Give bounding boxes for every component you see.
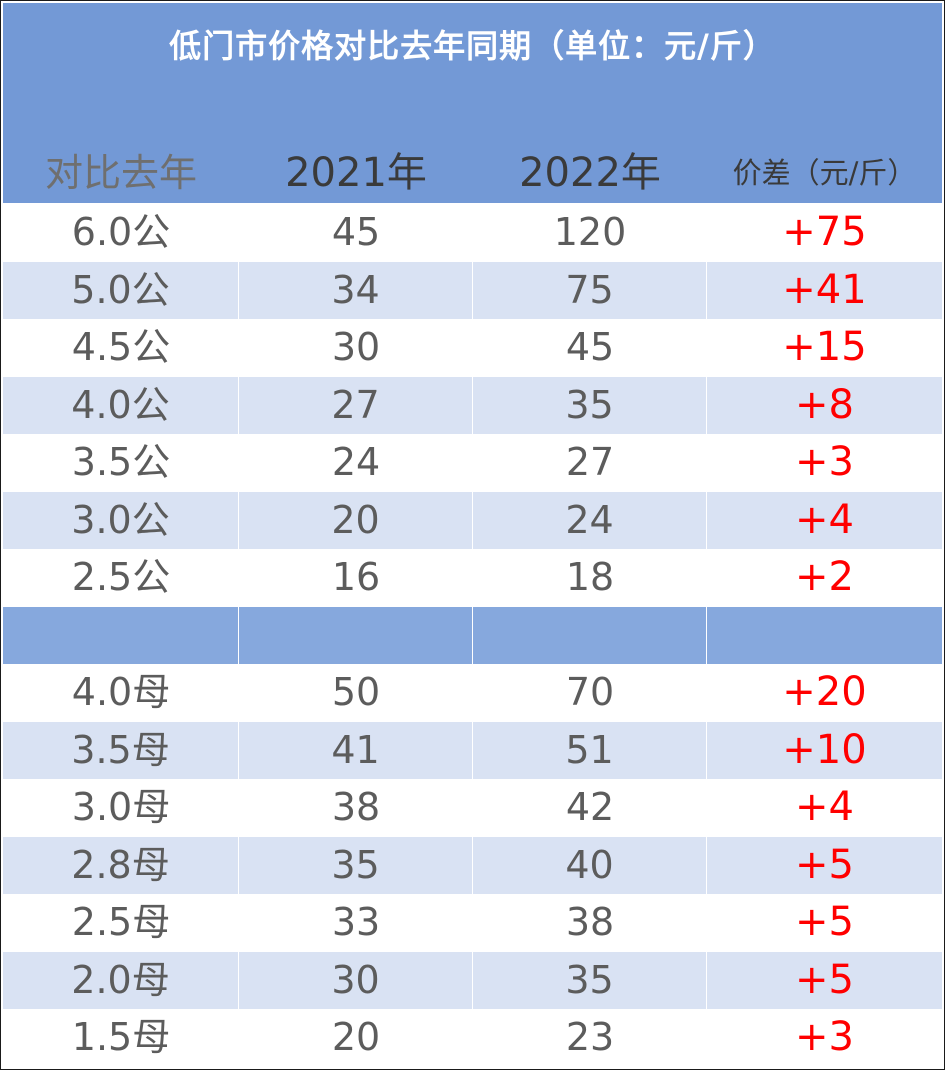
cell-2021: 30 <box>239 951 473 1009</box>
cell-diff: +8 <box>795 381 854 428</box>
cell-spec: 1.5母 <box>71 1015 171 1059</box>
cell-2022: 38 <box>565 900 615 944</box>
cell-spec: 2.5母 <box>71 900 171 944</box>
cell-2022: 51 <box>473 721 707 779</box>
table-row: 2.8母 35 40 +5 <box>3 836 942 894</box>
table-row: 3.0母 38 42 +4 <box>3 779 942 837</box>
cell-2021: 41 <box>239 721 473 779</box>
cell-diff: +10 <box>782 726 867 773</box>
cell-2021: 27 <box>239 376 473 434</box>
cell-2022: 27 <box>565 440 615 484</box>
cell-2022: 70 <box>565 670 615 714</box>
cell-2021: 50 <box>331 670 381 714</box>
column-headers: 对比去年 2021年 2022年 价差（元/斤） <box>3 143 942 203</box>
cell-2021: 20 <box>239 491 473 549</box>
cell-2021: 33 <box>331 900 381 944</box>
cell-spec: 3.5母 <box>3 721 239 779</box>
cell-diff: +4 <box>795 784 854 830</box>
cell-2022: 40 <box>473 836 707 894</box>
header-compare-last-year: 对比去年 <box>44 151 197 195</box>
cell-2021: 16 <box>331 555 381 599</box>
cell-2021: 45 <box>331 210 381 254</box>
cell-diff: +3 <box>795 439 854 485</box>
cell-2021: 24 <box>331 440 381 484</box>
cell-2021: 38 <box>331 785 381 829</box>
cell-spec: 2.0母 <box>3 951 239 1009</box>
cell-diff: +4 <box>795 496 854 543</box>
cell-2022: 120 <box>553 210 627 254</box>
table-row: 2.5公 16 18 +2 <box>3 549 942 607</box>
cell-2021: 34 <box>239 261 473 319</box>
cell-2021: 30 <box>331 325 381 369</box>
table-header: 低门市价格对比去年同期（单位：元/斤） 对比去年 2021年 2022年 价差（… <box>3 3 942 203</box>
table-body: 6.0公 45 120 +75 5.0公 34 75 +41 4.5公 30 4… <box>3 204 942 1067</box>
cell-spec: 4.0母 <box>71 670 171 714</box>
separator-row <box>3 606 942 665</box>
header-2022: 2022年 <box>519 150 661 196</box>
cell-2022: 45 <box>565 325 615 369</box>
cell-diff: +5 <box>795 956 854 1003</box>
cell-spec: 2.5公 <box>71 555 171 599</box>
cell-2022: 75 <box>473 261 707 319</box>
cell-spec: 3.0公 <box>3 491 239 549</box>
table-row: 2.0母 30 35 +5 <box>3 951 942 1009</box>
table-row: 3.5母 41 51 +10 <box>3 721 942 779</box>
cell-diff: +5 <box>795 841 854 888</box>
cell-diff: +20 <box>782 669 867 715</box>
cell-2022: 24 <box>473 491 707 549</box>
cell-spec: 2.8母 <box>3 836 239 894</box>
table-title: 低门市价格对比去年同期（单位：元/斤） <box>169 27 776 65</box>
table-row: 4.0母 50 70 +20 <box>3 664 942 722</box>
cell-spec: 4.5公 <box>71 325 171 369</box>
cell-diff: +15 <box>782 324 867 370</box>
cell-spec: 3.5公 <box>71 440 171 484</box>
cell-2022 <box>473 606 707 664</box>
table-row: 5.0公 34 75 +41 <box>3 261 942 319</box>
cell-diff: +2 <box>795 554 854 600</box>
cell-spec: 6.0公 <box>71 210 171 254</box>
table-row: 4.5公 30 45 +15 <box>3 319 942 377</box>
cell-spec: 4.0公 <box>3 376 239 434</box>
cell-diff: +75 <box>782 209 867 255</box>
cell-spec: 3.0母 <box>71 785 171 829</box>
header-price-diff: 价差（元/斤） <box>732 156 917 190</box>
cell-2022: 35 <box>473 376 707 434</box>
table-row: 3.0公 20 24 +4 <box>3 491 942 549</box>
table-row: 2.5母 33 38 +5 <box>3 894 942 952</box>
cell-diff: +3 <box>795 1014 854 1060</box>
cell-2022: 18 <box>565 555 615 599</box>
table-row: 6.0公 45 120 +75 <box>3 204 942 262</box>
table-row: 1.5母 20 23 +3 <box>3 1009 942 1067</box>
cell-diff <box>707 607 942 665</box>
table-row: 4.0公 27 35 +8 <box>3 376 942 434</box>
cell-2022: 23 <box>565 1015 615 1059</box>
cell-spec <box>3 606 239 664</box>
cell-diff: +41 <box>782 266 867 313</box>
cell-2022: 35 <box>473 951 707 1009</box>
cell-2021: 35 <box>239 836 473 894</box>
cell-2021 <box>239 606 473 664</box>
header-2021: 2021年 <box>285 150 427 196</box>
table-row: 3.5公 24 27 +3 <box>3 434 942 492</box>
cell-diff: +5 <box>795 899 854 945</box>
cell-spec: 5.0公 <box>3 261 239 319</box>
cell-2021: 20 <box>331 1015 381 1059</box>
cell-2022: 42 <box>565 785 615 829</box>
